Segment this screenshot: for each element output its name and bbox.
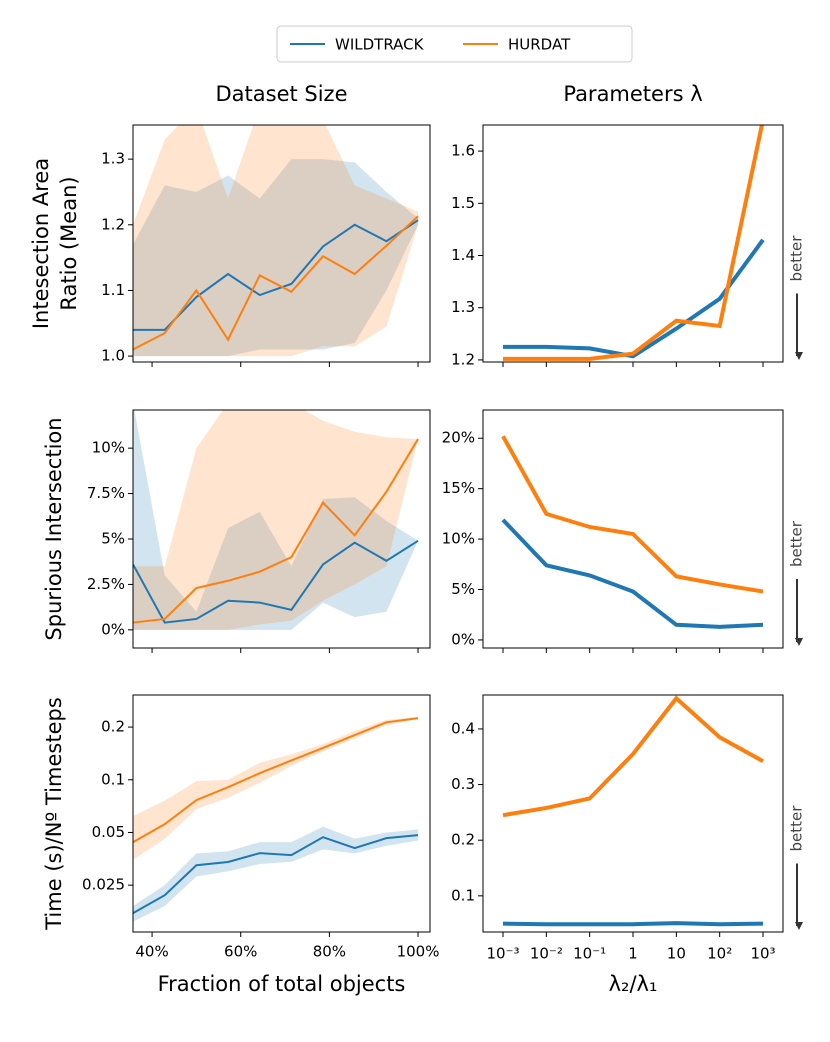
plot-area [502,695,764,927]
column-title: Parameters λ [563,82,702,106]
legend-label: HURDAT [508,36,571,54]
y-tick-label: 0.1 [101,770,125,788]
plot-area [133,410,419,630]
series-line [502,695,764,818]
y-tick-label: 2.5% [87,575,125,593]
column-title: Dataset Size [215,82,347,106]
legend-box [276,25,633,63]
series-line [133,717,419,844]
series-line [501,435,764,594]
y-tick-label: 0.1 [451,886,475,904]
y-tick-label: 1.4 [451,246,475,264]
plot-frame [482,409,784,649]
x-tick-label: 1 [628,945,638,963]
band [133,125,419,357]
annotation: better [788,520,806,567]
plot-area [133,125,419,357]
y-tick-label: 0% [451,630,475,648]
x-tick-label: 10⁻¹ [573,945,606,963]
series-line [133,539,419,624]
annotation: better [788,235,806,282]
annotation: better [788,805,806,852]
x-axis-label: λ₂/λ₁ [609,972,658,996]
y-tick-label: 1.3 [451,298,475,316]
series-line [133,215,419,351]
series-line [501,518,764,629]
y-tick-label: 7.5% [87,484,125,502]
x-tick-label: 10⁻³ [486,945,519,963]
plot-frame [132,694,431,933]
plot-frame [132,124,431,363]
x-tick-label: 10² [707,945,732,963]
y-tick-label: 1.0 [101,347,125,365]
x-tick-label: 100% [397,943,440,961]
x-tick-label: 10³ [750,945,775,963]
x-tick-label: 10⁻² [530,945,563,963]
y-axis-label: Spurious Intersection [42,417,66,640]
y-tick-label: 1.1 [101,281,125,299]
plot-frame [482,124,784,363]
band [133,410,419,630]
y-tick-label: 0.025 [82,876,125,894]
band [133,826,419,922]
y-tick-label: 1.3 [101,150,125,168]
band [133,717,419,860]
y-tick-label: 1.2 [451,350,475,368]
x-tick-label: 80% [313,943,346,961]
y-tick-label: 0% [101,620,125,638]
plot-area [503,125,765,361]
x-axis-label: Fraction of total objects [158,972,406,996]
y-tick-label: 1.6 [451,142,475,160]
band [133,159,419,357]
y-tick-label: 0.2 [451,831,475,849]
plot-area [133,717,419,922]
y-tick-label: 1.5 [451,194,475,212]
plot-frame [482,694,784,933]
x-tick-label: 40% [135,943,168,961]
y-tick-label: 20% [442,429,475,447]
plot-area [501,435,764,629]
y-axis-label: Ratio (Mean) [57,176,81,310]
y-tick-label: 10% [442,530,475,548]
y-tick-label: 10% [92,439,125,457]
y-tick-label: 15% [442,479,475,497]
plot-frame [132,409,431,649]
y-tick-label: 0.2 [101,718,125,736]
x-tick-label: 60% [224,943,257,961]
y-axis-label: Time (s)/Nº Timesteps [42,697,66,931]
legend-label: WILDTRACK [335,36,425,54]
y-tick-label: 0.4 [451,719,475,737]
y-tick-label: 1.2 [101,215,125,233]
y-tick-label: 0.05 [92,823,125,841]
x-tick-label: 10 [667,945,686,963]
series-line [133,438,419,624]
y-tick-label: 5% [451,580,475,598]
band [133,410,419,630]
series-line [503,125,764,361]
series-line [503,238,765,359]
y-axis-label: Intesection Area [29,158,53,329]
series-line [502,921,764,927]
series-line [133,834,419,915]
y-tick-label: 5% [101,529,125,547]
y-tick-label: 0.3 [451,775,475,793]
